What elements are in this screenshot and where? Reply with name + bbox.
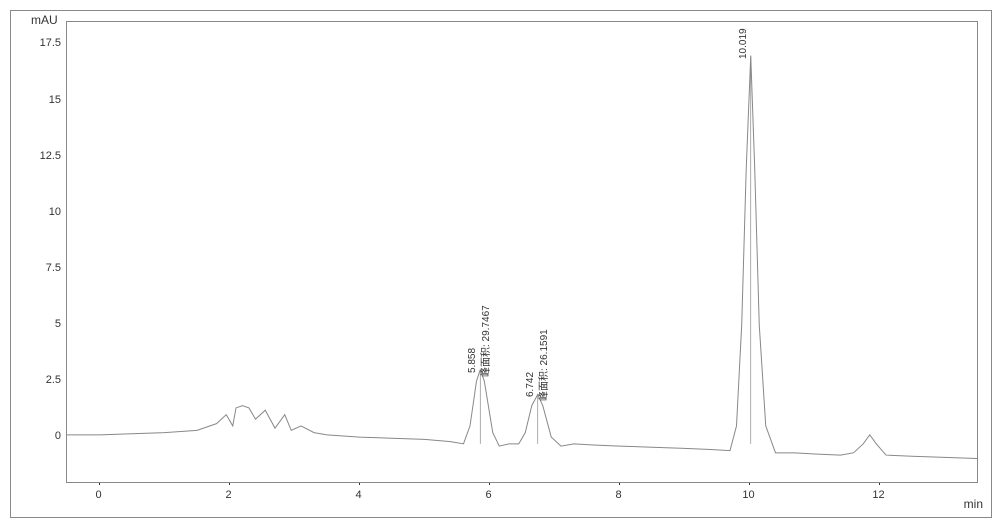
x-axis-label: min [964, 497, 983, 511]
y-tick-label: 2.5 [26, 374, 61, 386]
x-tick-label: 0 [95, 489, 101, 501]
x-tick-label: 2 [225, 489, 231, 501]
peak-area-label: 峰面积: 26.1591 [535, 330, 550, 402]
y-tick-label: 10 [26, 206, 61, 218]
x-tick-label: 8 [615, 489, 621, 501]
y-tick-label: 12.5 [26, 150, 61, 162]
y-axis-label: mAU [31, 13, 58, 27]
y-tick-label: 7.5 [26, 262, 61, 274]
x-tick-label: 12 [872, 489, 884, 501]
plot-area: 5.858峰面积: 29.74676.742峰面积: 26.159110.019 [66, 21, 978, 483]
y-tick-label: 17.5 [26, 37, 61, 49]
trace-line [67, 56, 977, 459]
chromatogram-chart: mAU min 02.557.51012.51517.5 024681012 5… [10, 10, 992, 518]
y-tick-label: 15 [26, 94, 61, 106]
x-tick-label: 10 [742, 489, 754, 501]
x-tick-label: 6 [485, 489, 491, 501]
y-tick-label: 5 [26, 318, 61, 330]
chromatogram-trace [67, 22, 977, 482]
x-tick-label: 4 [355, 489, 361, 501]
peak-area-label: 峰面积: 29.7467 [477, 305, 492, 377]
peak-retention-time: 10.019 [738, 28, 749, 59]
y-tick-label: 0 [26, 430, 61, 442]
